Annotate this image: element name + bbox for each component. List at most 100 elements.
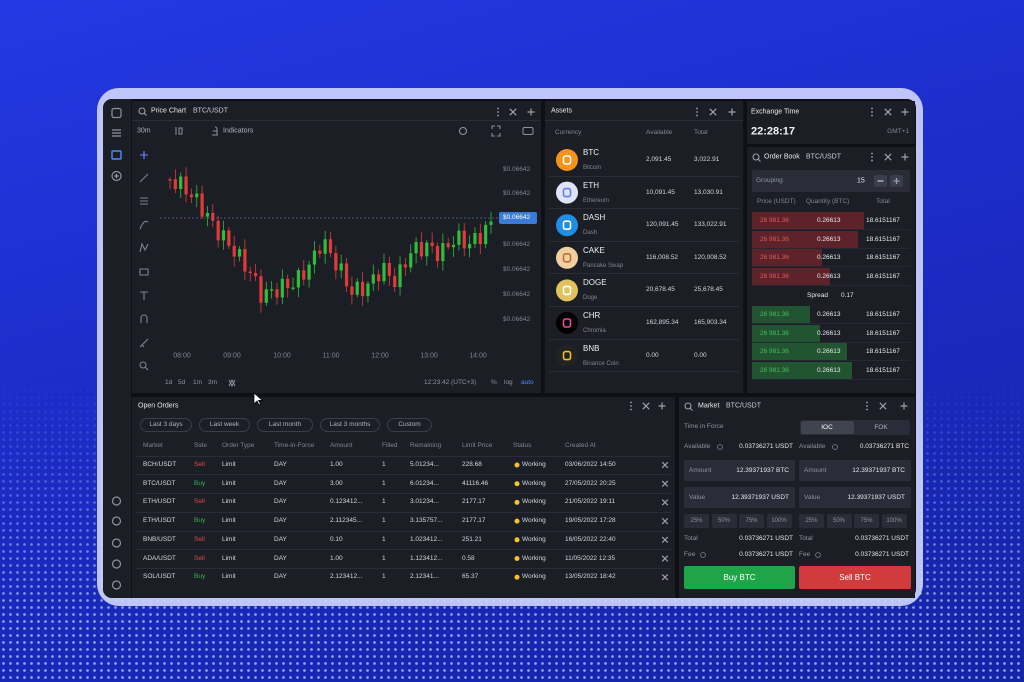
- asset-row[interactable]: [549, 177, 739, 210]
- percent-label[interactable]: 75%: [745, 518, 758, 524]
- filter-label[interactable]: Last 3 days: [149, 420, 183, 428]
- close-icon[interactable]: [509, 108, 517, 116]
- percent-button[interactable]: [684, 514, 709, 528]
- close-icon[interactable]: [879, 402, 887, 410]
- asset-row[interactable]: [549, 242, 739, 275]
- menu-icon[interactable]: [630, 401, 632, 411]
- percent-label[interactable]: 50%: [832, 518, 846, 524]
- add-icon[interactable]: [901, 108, 909, 116]
- sidebar-icon[interactable]: [111, 170, 122, 182]
- percent-button[interactable]: [766, 514, 792, 528]
- order-book-row[interactable]: [752, 212, 910, 230]
- search-icon[interactable]: [684, 402, 692, 410]
- order-row[interactable]: [136, 511, 671, 531]
- drawing-tool-icon[interactable]: [139, 220, 149, 230]
- close-icon[interactable]: [642, 402, 650, 410]
- cancel-order-icon[interactable]: [661, 461, 669, 469]
- input-box[interactable]: [799, 487, 911, 508]
- add-icon[interactable]: [900, 402, 908, 410]
- cancel-order-icon[interactable]: [661, 480, 669, 487]
- asset-row[interactable]: [549, 340, 739, 373]
- percent-label[interactable]: 25%: [690, 518, 703, 524]
- range-button[interactable]: 1d: [165, 378, 173, 386]
- order-row[interactable]: [136, 530, 671, 550]
- cancel-order-icon[interactable]: [661, 536, 669, 544]
- order-row[interactable]: [136, 474, 671, 493]
- add-icon[interactable]: [658, 402, 666, 410]
- sidebar-icon[interactable]: [111, 496, 122, 506]
- cancel-order-icon[interactable]: [661, 517, 669, 525]
- screenshot-icon[interactable]: [522, 127, 534, 135]
- filter-pill[interactable]: [320, 418, 380, 432]
- search-icon[interactable]: [138, 107, 146, 115]
- menu-icon[interactable]: [866, 401, 868, 411]
- button-label[interactable]: Buy BTC: [723, 572, 756, 582]
- percent-label[interactable]: 75%: [860, 518, 873, 524]
- drawing-tool-icon[interactable]: [139, 361, 149, 371]
- drawing-tool-icon[interactable]: [140, 151, 148, 159]
- percent-label[interactable]: 25%: [805, 518, 818, 524]
- drawing-tool-icon[interactable]: [140, 197, 148, 205]
- order-book-row[interactable]: [752, 362, 910, 380]
- percent-label[interactable]: 100%: [886, 518, 902, 524]
- order-row[interactable]: [136, 455, 671, 475]
- cancel-order-icon[interactable]: [661, 555, 669, 562]
- fullscreen-icon[interactable]: [491, 125, 501, 137]
- percent-button[interactable]: [826, 514, 852, 528]
- filter-pill[interactable]: [257, 418, 313, 432]
- settings-icon[interactable]: [458, 126, 468, 136]
- asset-row[interactable]: [549, 307, 739, 340]
- drawing-tool-icon[interactable]: [139, 242, 149, 253]
- order-book-row[interactable]: [752, 343, 910, 361]
- percent-button[interactable]: [881, 514, 907, 528]
- plus-icon[interactable]: [893, 178, 900, 184]
- sidebar-icon-plus[interactable]: [114, 173, 119, 179]
- menu-icon[interactable]: [497, 107, 499, 117]
- order-row[interactable]: [136, 549, 671, 568]
- menu-icon[interactable]: [871, 152, 873, 162]
- percent-button[interactable]: [711, 514, 737, 528]
- range-button[interactable]: 5d: [178, 378, 186, 386]
- drawing-tool-icon[interactable]: [139, 173, 149, 183]
- chart-type-icon[interactable]: [175, 127, 183, 135]
- close-icon[interactable]: [709, 108, 717, 116]
- asset-row[interactable]: [549, 209, 739, 242]
- drawing-tool-icon[interactable]: [140, 314, 148, 323]
- sidebar-icon[interactable]: [111, 538, 122, 548]
- order-row[interactable]: [136, 493, 671, 512]
- tif-option[interactable]: IOC: [821, 423, 833, 431]
- interval-selector[interactable]: 30m: [137, 127, 151, 135]
- range-button[interactable]: 1m: [193, 378, 203, 386]
- button-label[interactable]: Sell BTC: [839, 572, 871, 582]
- order-book-row[interactable]: [752, 325, 910, 343]
- menu-icon[interactable]: [696, 107, 698, 117]
- scale-option[interactable]: %: [491, 378, 497, 386]
- asset-row[interactable]: [549, 144, 739, 177]
- range-button[interactable]: 3m: [208, 378, 218, 386]
- sidebar-icon[interactable]: [112, 129, 121, 137]
- percent-label[interactable]: 50%: [717, 518, 731, 524]
- input-box[interactable]: [684, 487, 795, 508]
- sidebar-icon[interactable]: [111, 580, 122, 590]
- filter-pill[interactable]: [387, 418, 432, 432]
- filter-label[interactable]: Last 3 months: [329, 420, 371, 428]
- asset-row[interactable]: [549, 274, 739, 307]
- scale-option[interactable]: auto: [521, 378, 534, 386]
- filter-label[interactable]: Custom: [398, 420, 421, 428]
- scale-option[interactable]: log: [504, 378, 513, 386]
- sidebar-icon[interactable]: [111, 107, 122, 119]
- filter-label[interactable]: Last week: [209, 420, 240, 428]
- cancel-order-icon[interactable]: [661, 573, 669, 581]
- percent-button[interactable]: [799, 514, 824, 528]
- tif-active[interactable]: [801, 421, 854, 434]
- indicators-icon[interactable]: [212, 126, 218, 136]
- input-box[interactable]: [684, 460, 795, 481]
- menu-icon[interactable]: [871, 107, 873, 117]
- add-icon[interactable]: [728, 108, 736, 116]
- order-book-row[interactable]: [752, 306, 910, 324]
- filter-label[interactable]: Last month: [268, 420, 302, 428]
- close-icon[interactable]: [884, 153, 892, 161]
- cancel-order-icon[interactable]: [661, 499, 669, 506]
- tif-option[interactable]: FOK: [874, 423, 888, 431]
- percent-label[interactable]: 100%: [771, 518, 787, 524]
